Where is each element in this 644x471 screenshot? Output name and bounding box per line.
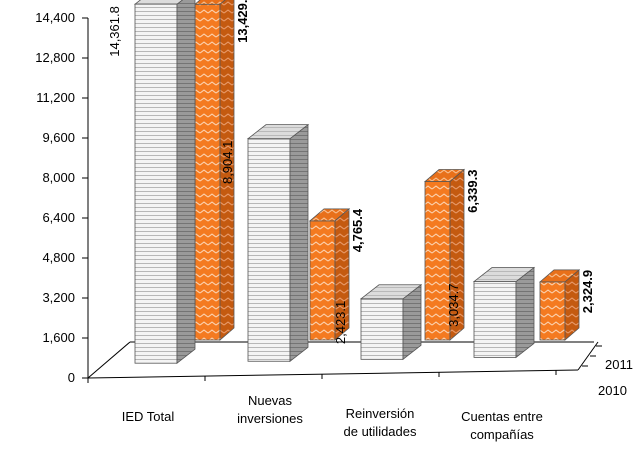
y-axis-ticks: 0 1,600 3,200 4,800 6,400 8,000 9,600 11,200 12,…: [35, 10, 88, 385]
value-label-2011: 2,324.9: [580, 270, 595, 313]
y-tick-label: 12,800: [35, 50, 75, 65]
bar-2010: [359, 283, 423, 361]
floor-left-edge: [87, 341, 131, 379]
category-label: compañías: [470, 427, 534, 442]
y-tick-label: 1,600: [42, 330, 75, 345]
value-label-2011: 6,339.3: [465, 170, 480, 213]
y-tick-label: 0: [68, 370, 75, 385]
category-label: IED Total: [122, 409, 175, 424]
y-tick-label: 6,400: [42, 210, 75, 225]
data-labels: 14,361.8 13,429.7 8,904.1 4,765.4 2,423.1 6,3…: [107, 0, 595, 344]
bars: [133, 0, 581, 365]
depth-axis-line: [577, 341, 599, 371]
y-tick-label: 11,200: [36, 90, 75, 105]
y-tick-label: 8,000: [42, 170, 75, 185]
floor-front-edge: [87, 369, 579, 379]
series-label-2010: 2010: [598, 383, 627, 398]
y-tick-label: 4,800: [42, 250, 75, 265]
y-tick-label: 9,600: [42, 130, 75, 145]
value-label-2010: 8,904.1: [220, 141, 235, 184]
category-label: de utilidades: [344, 424, 417, 439]
bar-2011: [193, 0, 235, 341]
bar-2010: [133, 0, 196, 365]
value-label-2010: 2,423.1: [333, 301, 348, 344]
category-labels: IED Total Nuevas inversiones Reinversión de …: [122, 393, 543, 442]
series-label-2011: 2011: [605, 357, 633, 372]
bar-2011: [423, 168, 466, 341]
category-label: Nuevas: [248, 393, 293, 408]
depth-axis-labels: 2011 2010: [598, 357, 633, 398]
value-label-2010: 3,034.7: [446, 284, 461, 327]
y-tick-label: 3,200: [42, 290, 75, 305]
category-label: inversiones: [237, 411, 303, 426]
bar-2010: [472, 266, 536, 359]
category-label: Reinversión: [346, 406, 415, 421]
category-label: Cuentas entre: [461, 409, 543, 424]
bar-2011: [308, 207, 351, 341]
bar-2010: [246, 123, 310, 363]
value-label-2011: 4,765.4: [350, 208, 365, 252]
bar-2011: [538, 269, 581, 341]
y-tick-label: 14,400: [35, 10, 75, 25]
value-label-2010: 14,361.8: [107, 6, 122, 57]
value-label-2011: 13,429.7: [235, 0, 250, 43]
